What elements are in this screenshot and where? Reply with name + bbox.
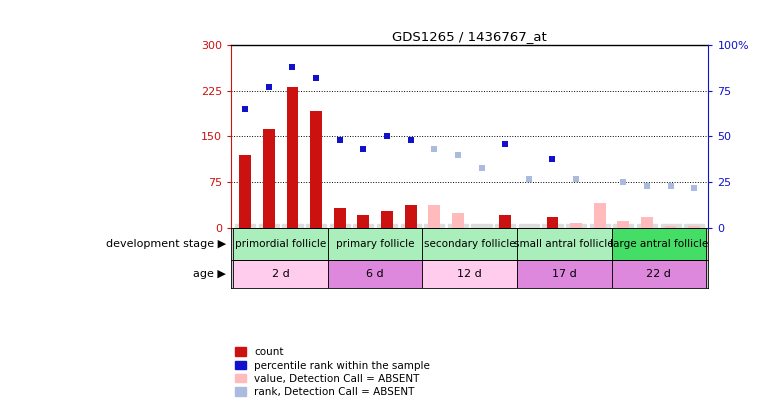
Text: 17 d: 17 d xyxy=(552,269,577,279)
Bar xyxy=(328,228,423,260)
Bar xyxy=(423,228,517,260)
Bar xyxy=(328,260,423,288)
Text: small antral follicle: small antral follicle xyxy=(514,239,614,249)
Text: 2 d: 2 d xyxy=(272,269,290,279)
Bar xyxy=(239,155,251,228)
Bar xyxy=(517,228,611,260)
Text: primordial follicle: primordial follicle xyxy=(235,239,326,249)
Bar xyxy=(499,215,511,228)
Bar xyxy=(423,260,517,288)
Bar xyxy=(611,228,706,260)
Bar xyxy=(286,87,298,228)
Bar xyxy=(547,217,558,228)
Bar xyxy=(357,215,370,228)
Bar xyxy=(688,226,700,228)
Text: 22 d: 22 d xyxy=(646,269,671,279)
Text: 12 d: 12 d xyxy=(457,269,482,279)
Text: secondary follicle: secondary follicle xyxy=(424,239,515,249)
Text: large antral follicle: large antral follicle xyxy=(610,239,708,249)
Bar xyxy=(611,260,706,288)
Legend: count, percentile rank within the sample, value, Detection Call = ABSENT, rank, : count, percentile rank within the sample… xyxy=(231,343,434,401)
Bar xyxy=(570,224,582,228)
Bar xyxy=(665,226,677,228)
Text: age ▶: age ▶ xyxy=(193,269,226,279)
Bar xyxy=(452,213,464,228)
Text: development stage ▶: development stage ▶ xyxy=(106,239,226,249)
Bar xyxy=(428,205,440,228)
Bar xyxy=(405,205,417,228)
Bar xyxy=(310,111,322,228)
Bar xyxy=(334,208,346,228)
Bar xyxy=(618,221,629,228)
Bar xyxy=(263,129,275,228)
Text: primary follicle: primary follicle xyxy=(336,239,414,249)
Bar xyxy=(233,260,328,288)
Bar xyxy=(381,211,393,228)
Bar xyxy=(233,228,328,260)
Title: GDS1265 / 1436767_at: GDS1265 / 1436767_at xyxy=(393,30,547,43)
Text: 6 d: 6 d xyxy=(367,269,384,279)
Bar xyxy=(594,202,605,228)
Bar xyxy=(641,217,653,228)
Bar xyxy=(517,260,611,288)
